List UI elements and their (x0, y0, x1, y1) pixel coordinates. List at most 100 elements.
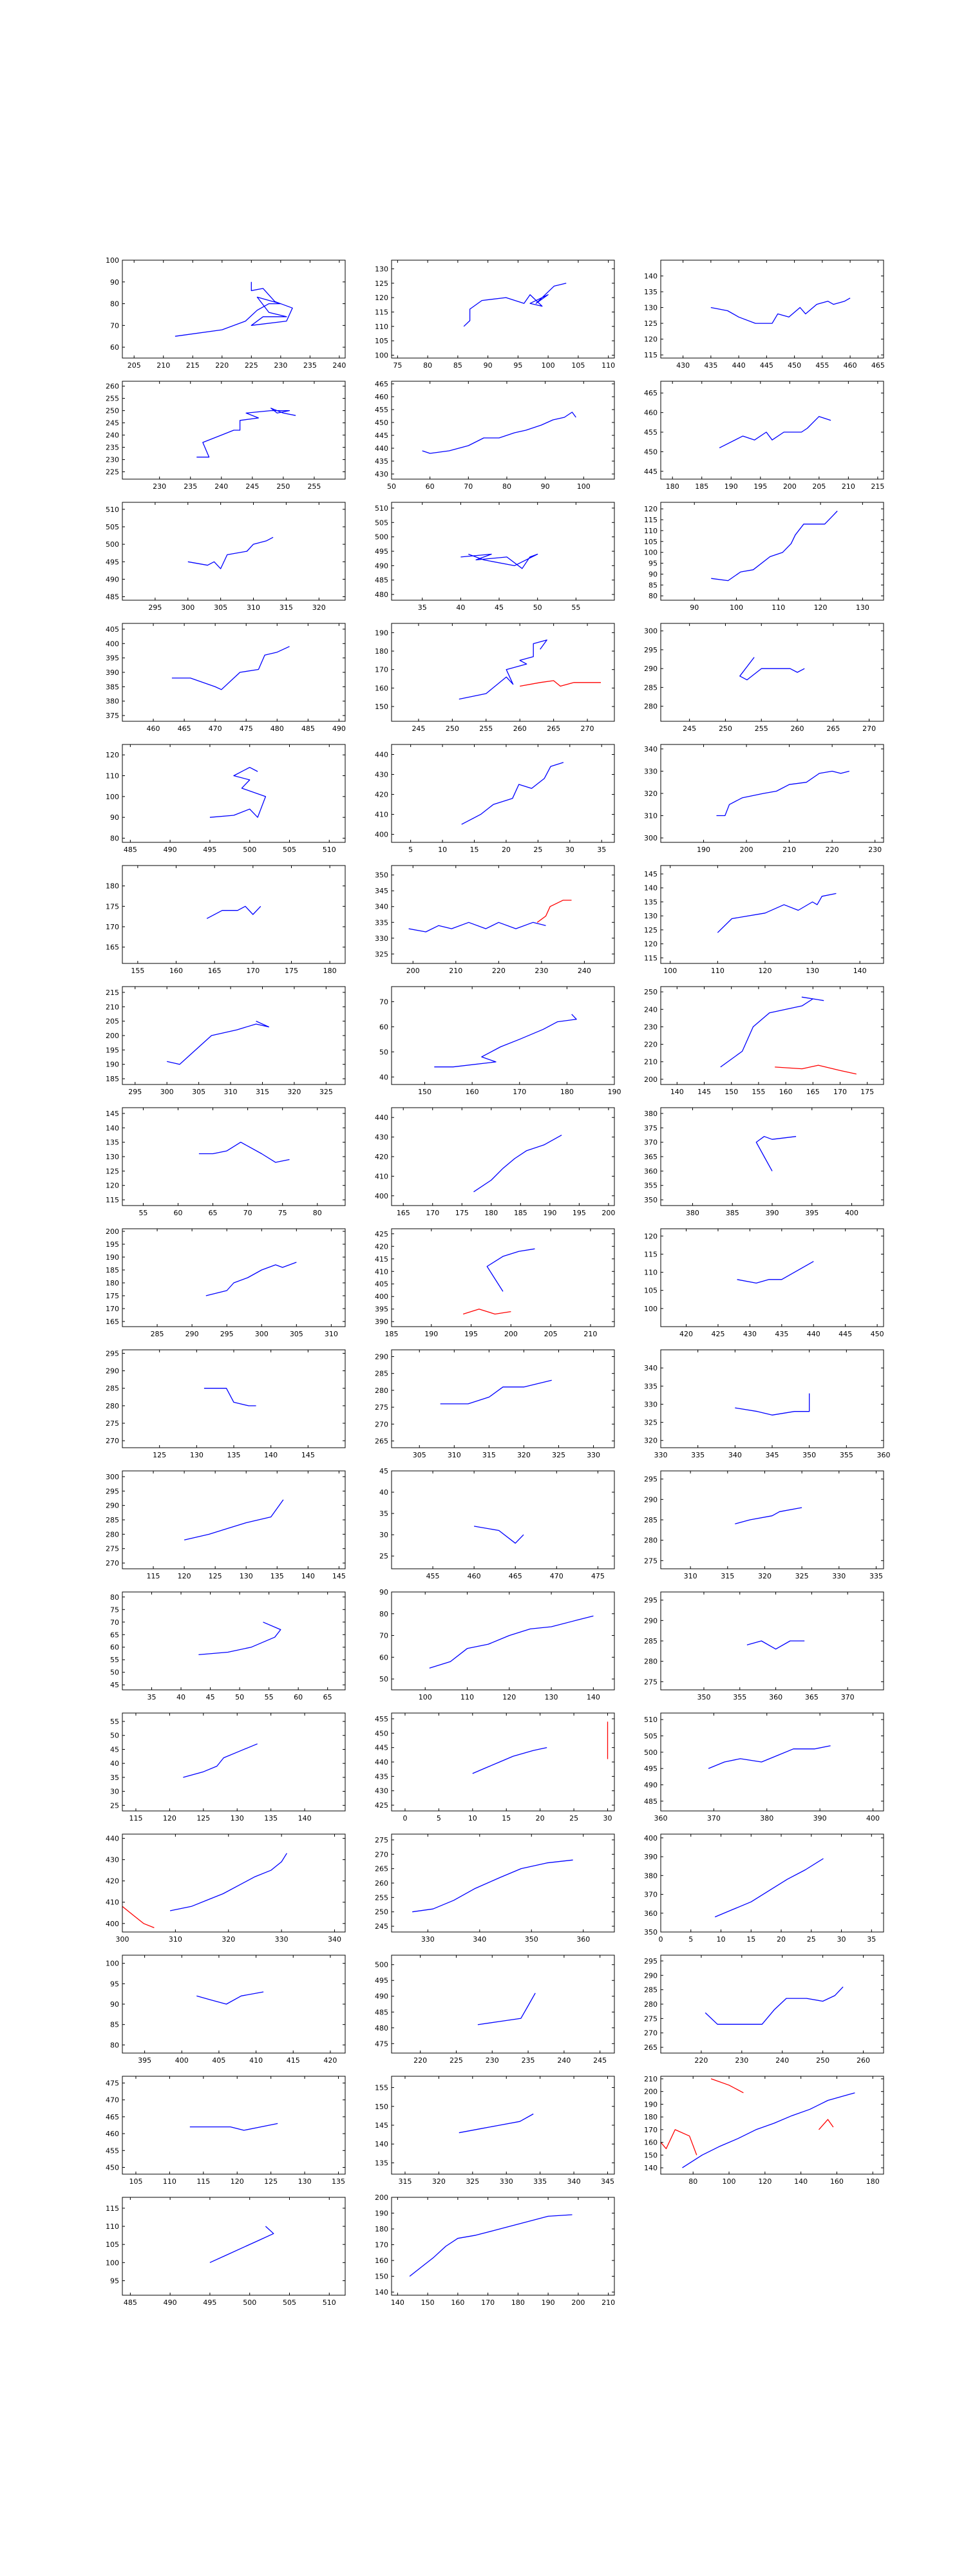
x-tick-label: 225 (245, 361, 258, 370)
x-tick-label: 340 (567, 2177, 581, 2186)
x-tick-label: 360 (769, 1693, 782, 1701)
x-tick-label: 80 (423, 361, 432, 370)
series-line-1 (429, 1615, 594, 1669)
y-tick-label: 410 (375, 1172, 388, 1180)
x-tick-label: 35 (597, 846, 606, 854)
x-tick-label: 220 (413, 2056, 427, 2065)
y-tick-label: 290 (375, 1352, 388, 1361)
x-tick-label: 370 (707, 1814, 721, 1823)
series-line-1 (183, 1743, 258, 1778)
x-tick-label: 235 (184, 482, 197, 491)
y-tick-label: 420 (375, 791, 388, 799)
x-tick-label: 210 (156, 361, 170, 370)
y-tick-label: 370 (644, 1139, 658, 1147)
y-tick-label: 425 (375, 1801, 388, 1810)
y-tick-label: 330 (375, 934, 388, 943)
y-tick-label: 30 (110, 1788, 119, 1796)
plot-area (392, 1834, 614, 1932)
y-tick-label: 110 (375, 323, 388, 331)
y-tick-label: 190 (106, 1061, 119, 1069)
y-tick-label: 150 (375, 703, 388, 711)
subplot-6: 180 185 190 195 200 205 210 215 445 450 455 460 465 (644, 381, 884, 491)
y-tick-label: 330 (644, 767, 658, 775)
x-tick-label: 325 (795, 1572, 809, 1580)
x-tick-label: 180 (511, 2298, 525, 2307)
x-tick-label: 305 (413, 1451, 426, 1459)
series-line-1 (171, 646, 290, 690)
y-tick-label: 55 (110, 1656, 119, 1664)
plot-frame (660, 1712, 884, 1812)
y-tick-label: 440 (375, 1758, 388, 1766)
plot-frame (660, 623, 884, 722)
y-tick-label: 270 (644, 2029, 658, 2038)
series-line-1 (198, 1141, 290, 1163)
x-tick-label: 100 (723, 2177, 736, 2186)
x-tick-label: 180 (560, 1088, 574, 1096)
x-tick-label: 290 (185, 1330, 199, 1338)
plot-area (661, 1955, 884, 2053)
y-tick-label: 115 (106, 1196, 119, 1204)
x-tick-label: 490 (164, 846, 177, 854)
subplot-33: 310 315 320 325 330 335 275 280 285 290 295 (644, 1470, 884, 1580)
x-tick-label: 95 (513, 361, 522, 370)
y-tick-label: 115 (644, 516, 658, 524)
y-tick-label: 365 (644, 1153, 658, 1161)
y-tick-label: 205 (106, 1018, 119, 1026)
plot-frame (122, 1470, 346, 1569)
plot-frame (660, 1591, 884, 1690)
y-tick-label: 60 (379, 1023, 388, 1031)
series-line-1 (717, 893, 837, 933)
y-tick-label: 285 (644, 683, 658, 692)
y-tick-label: 320 (644, 1437, 658, 1445)
series-group (440, 1379, 552, 1405)
series-group (196, 1991, 264, 2005)
y-tick-label: 510 (106, 506, 119, 514)
subplot-16: 155 160 165 170 175 180 165 170 175 180 (106, 865, 346, 975)
series-group (719, 416, 831, 448)
plot-frame (660, 381, 884, 480)
y-tick-label: 180 (106, 1279, 119, 1287)
x-tick-label: 265 (547, 724, 560, 733)
x-tick-label: 40 (176, 1693, 185, 1701)
series-group (463, 1248, 535, 1315)
series-line-1 (477, 1993, 536, 2025)
y-tick-label: 125 (106, 1167, 119, 1175)
y-tick-label: 290 (644, 1616, 658, 1625)
x-tick-label: 340 (328, 1935, 341, 1944)
plot-frame (660, 1228, 884, 1327)
y-tick-label: 275 (106, 1419, 119, 1428)
series-line-1 (434, 1014, 577, 1068)
x-tick-label: 310 (325, 1330, 338, 1338)
x-tick-label: 0 (659, 1935, 663, 1944)
series-line-2 (536, 900, 572, 923)
x-tick-label: 150 (421, 2298, 435, 2307)
x-tick-label: 105 (571, 361, 585, 370)
y-tick-label: 130 (375, 265, 388, 273)
plot-frame (660, 986, 884, 1085)
series-line-2 (463, 1309, 511, 1315)
series-line-1 (735, 1393, 810, 1416)
x-tick-label: 460 (468, 1572, 481, 1580)
y-tick-label: 475 (106, 2079, 119, 2087)
y-tick-label: 105 (644, 1287, 658, 1295)
x-tick-label: 140 (298, 1814, 312, 1823)
x-tick-label: 55 (265, 1693, 274, 1701)
x-tick-label: 50 (387, 482, 396, 491)
y-tick-label: 280 (644, 1658, 658, 1666)
x-tick-label: 205 (544, 1330, 558, 1338)
y-tick-label: 430 (375, 470, 388, 478)
x-tick-label: 220 (215, 361, 229, 370)
series-line-4 (819, 2119, 834, 2130)
plot-frame (391, 2076, 615, 2175)
subplot-47: 315 320 325 330 335 340 345 135 140 145 150 155 (375, 2076, 615, 2186)
x-tick-label: 190 (542, 2298, 555, 2307)
series-group (209, 2226, 274, 2263)
y-tick-label: 375 (106, 712, 119, 720)
plot-area (122, 1834, 345, 1932)
plot-frame (391, 1470, 615, 1569)
y-tick-label: 45 (379, 1467, 388, 1475)
plot-area (122, 1955, 345, 2053)
plot-area (392, 381, 614, 479)
x-tick-label: 20 (536, 1814, 545, 1823)
x-tick-label: 180 (484, 1209, 498, 1217)
